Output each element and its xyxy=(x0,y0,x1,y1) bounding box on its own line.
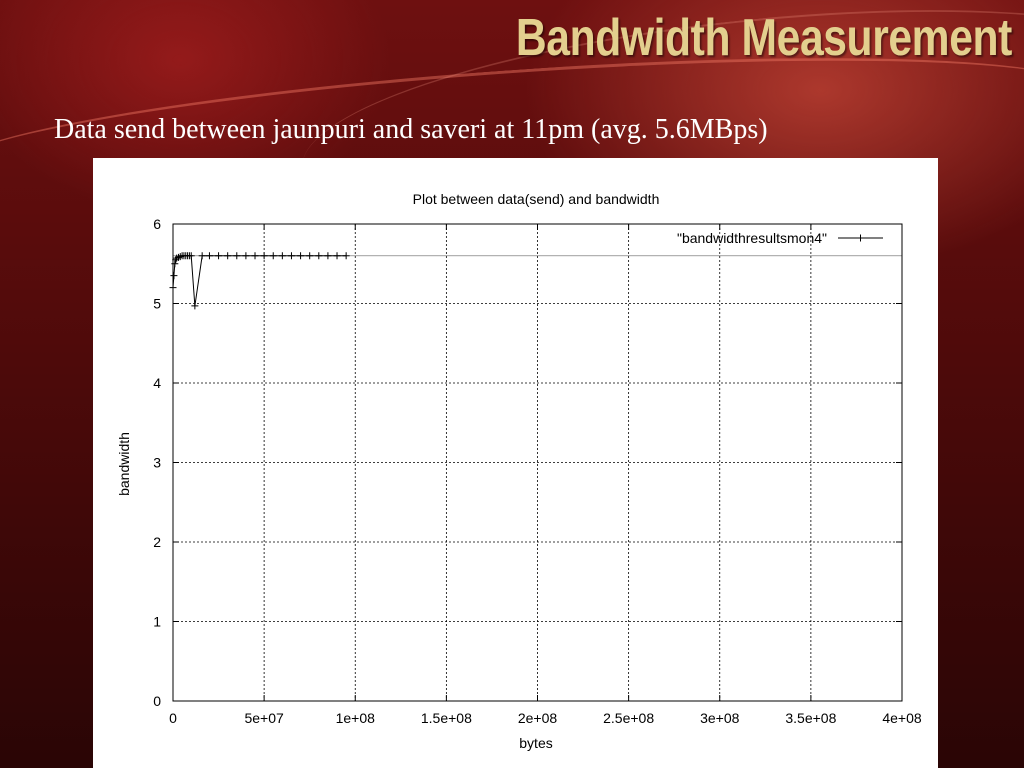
data-point xyxy=(215,252,223,260)
y-tick-label: 5 xyxy=(153,296,161,312)
legend: "bandwidthresultsmon4" xyxy=(677,230,883,246)
bandwidth-chart: Plot between data(send) and bandwidth by… xyxy=(116,191,922,751)
data-point xyxy=(205,252,213,260)
series-line xyxy=(172,255,347,306)
data-point xyxy=(269,252,277,260)
data-point xyxy=(191,302,199,310)
y-tick-label: 2 xyxy=(153,534,161,550)
data-point xyxy=(251,252,259,260)
data-series xyxy=(169,252,902,310)
data-point xyxy=(333,252,341,260)
x-tick-label: 2e+08 xyxy=(518,710,558,726)
x-tick-label: 4e+08 xyxy=(882,710,922,726)
y-tick-label: 6 xyxy=(153,216,161,232)
data-point xyxy=(315,252,323,260)
slide-subtitle: Data send between jaunpuri and saveri at… xyxy=(54,114,768,145)
data-point xyxy=(297,252,305,260)
x-axis-label: bytes xyxy=(519,735,552,751)
data-point xyxy=(260,252,268,260)
slide-title: Bandwidth Measurement xyxy=(515,9,1012,67)
y-tick-label: 4 xyxy=(153,375,161,391)
data-point xyxy=(324,252,332,260)
grid xyxy=(173,224,902,701)
x-tick-label: 1e+08 xyxy=(336,710,376,726)
x-tick-label: 3e+08 xyxy=(700,710,740,726)
data-point xyxy=(278,252,286,260)
y-axis-label: bandwidth xyxy=(116,432,132,496)
y-tick-label: 1 xyxy=(153,614,161,630)
axes: 0 5e+07 1e+08 1.5e+08 2e+08 2.5e+08 3e+08 3.5e+… xyxy=(153,216,922,726)
x-tick-label: 5e+07 xyxy=(244,710,284,726)
data-point xyxy=(306,252,314,260)
y-tick-label: 3 xyxy=(153,455,161,471)
data-point xyxy=(233,252,241,260)
data-point xyxy=(287,252,295,260)
data-point xyxy=(174,253,182,261)
data-point xyxy=(224,252,232,260)
x-tick-label: 1.5e+08 xyxy=(421,710,472,726)
data-point xyxy=(187,252,195,260)
y-tick-label: 0 xyxy=(153,693,161,709)
data-point xyxy=(169,284,177,292)
plot-panel: Plot between data(send) and bandwidth by… xyxy=(93,158,938,768)
x-tick-label: 0 xyxy=(169,710,177,726)
x-tick-label: 3.5e+08 xyxy=(785,710,836,726)
legend-label: "bandwidthresultsmon4" xyxy=(677,230,827,246)
x-tick-label: 2.5e+08 xyxy=(603,710,654,726)
chart-title: Plot between data(send) and bandwidth xyxy=(413,191,660,207)
data-point xyxy=(171,260,179,268)
legend-marker-sample xyxy=(857,234,864,242)
data-point xyxy=(173,254,181,262)
data-point xyxy=(198,252,206,260)
data-point xyxy=(242,252,250,260)
data-point xyxy=(170,272,178,280)
data-point xyxy=(342,252,350,260)
data-point xyxy=(176,253,184,261)
